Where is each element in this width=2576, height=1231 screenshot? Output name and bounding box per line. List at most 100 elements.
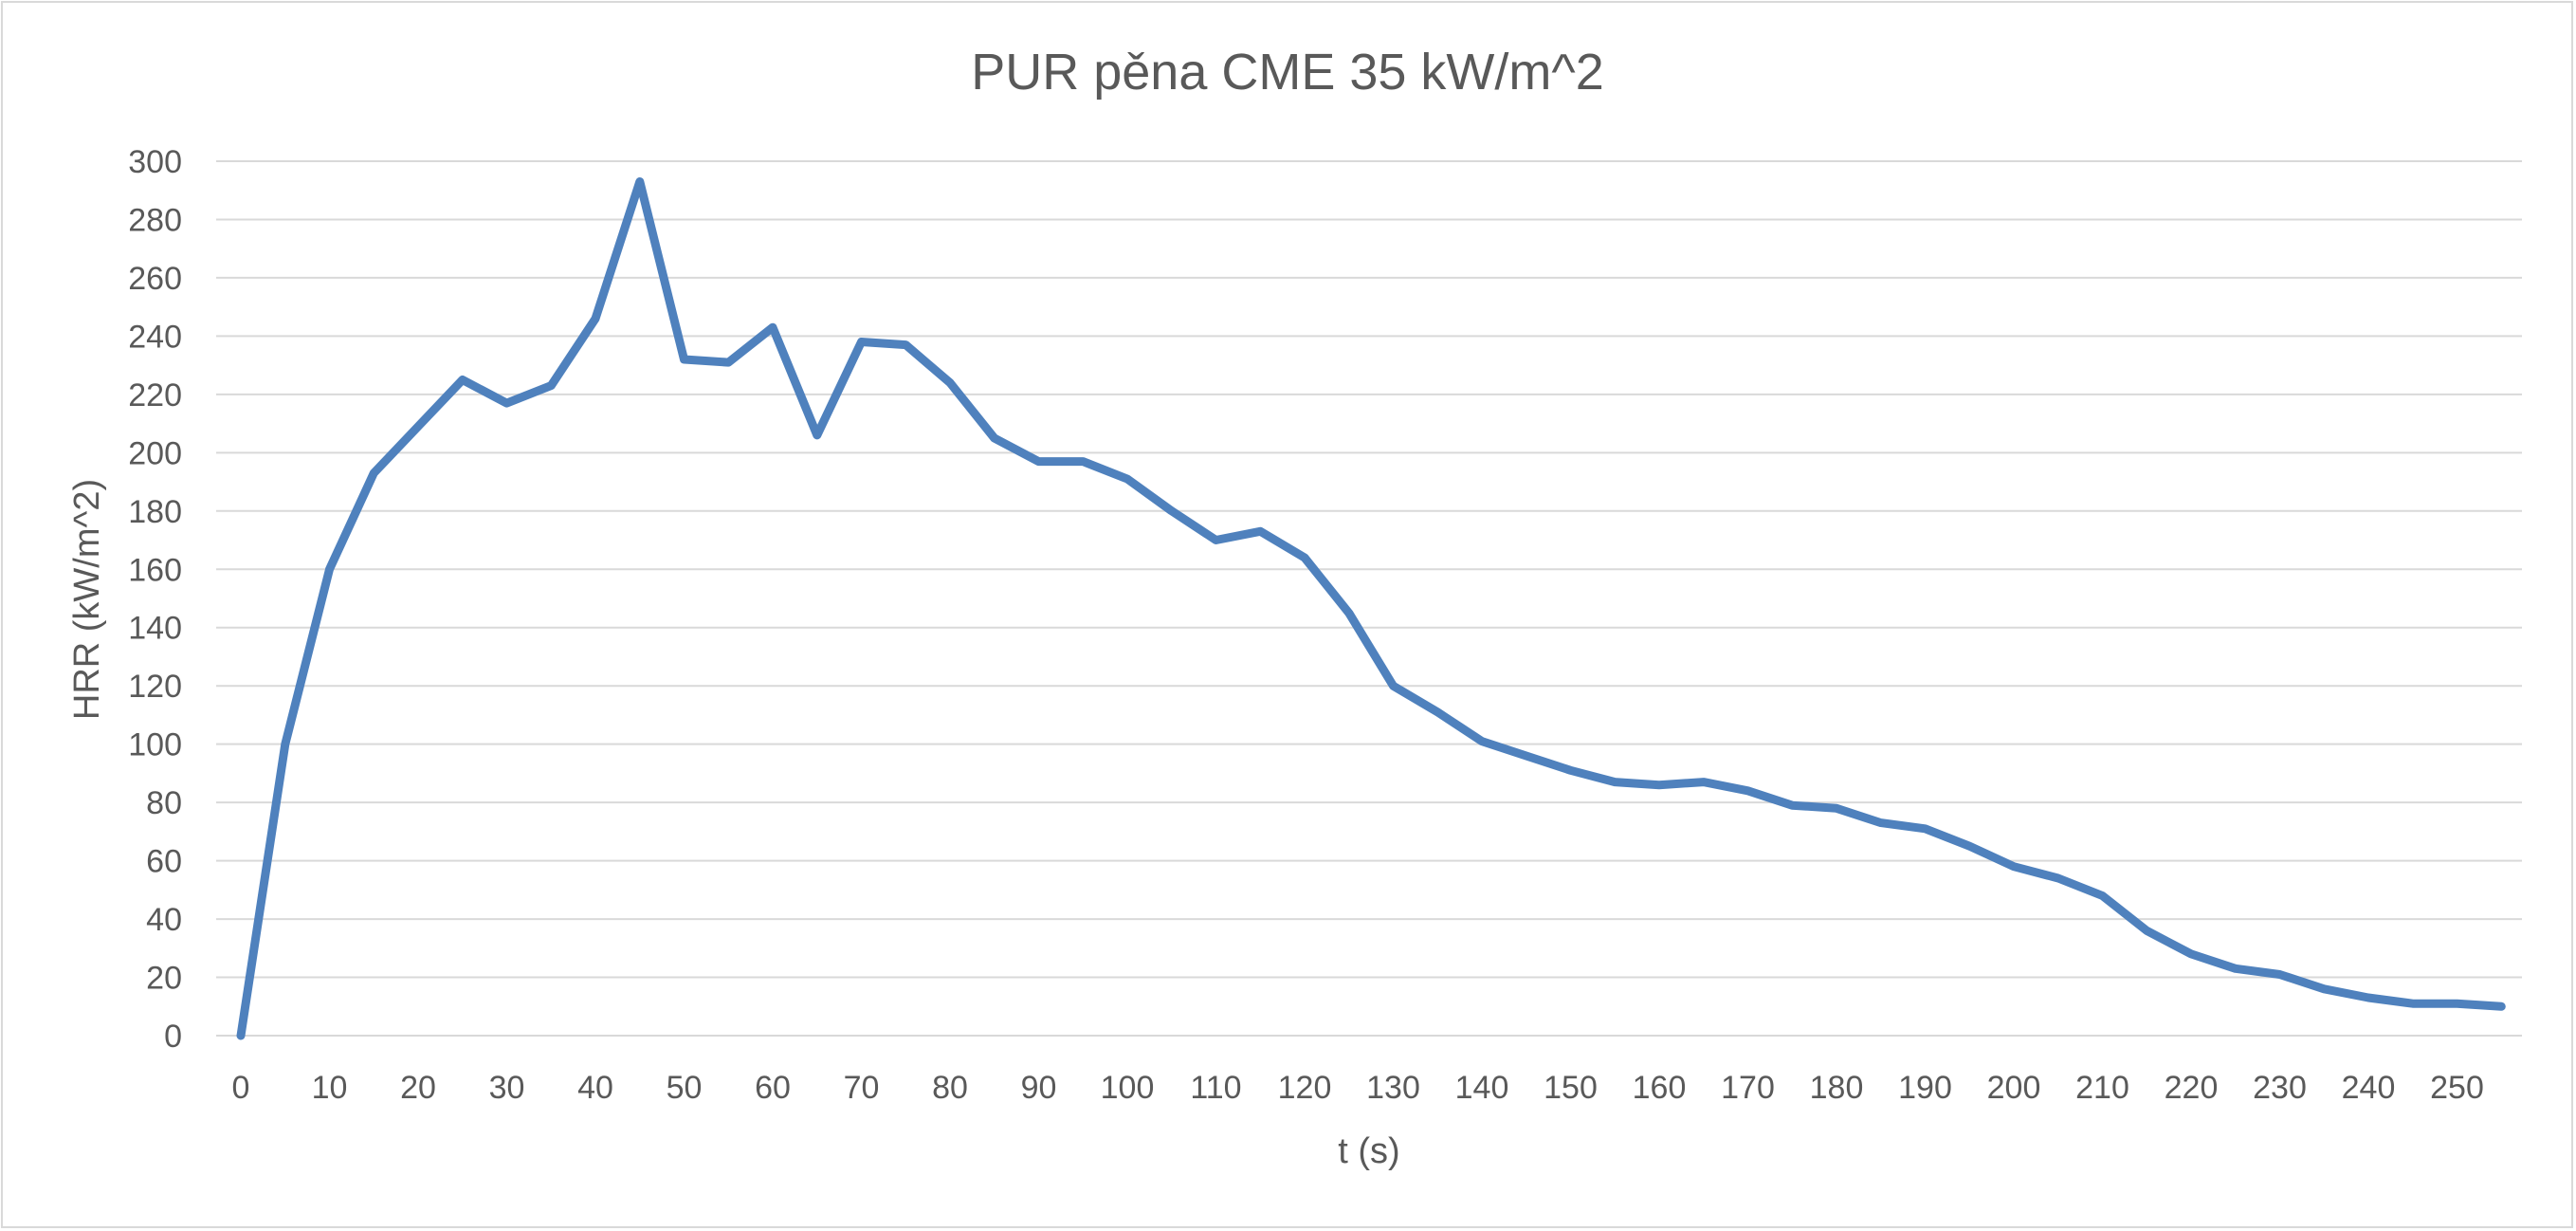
x-tick-label: 230 [2253,1070,2307,1106]
x-tick-label: 130 [1366,1070,1420,1106]
data-point [281,740,289,748]
x-tick-label: 40 [577,1070,613,1106]
y-tick-label: 240 [128,319,182,355]
y-tick-label: 20 [146,961,182,997]
y-axis-ticks: 0 20 40 60 80 100 120 140 160 180 200 220 240 260 280 3… [128,144,182,1055]
data-point [2231,965,2239,973]
y-tick-label: 260 [128,261,182,297]
x-tick-label: 190 [1898,1070,1952,1106]
data-point [1965,842,1974,851]
data-point [1256,527,1265,536]
data-point [325,565,334,574]
data-point [2010,862,2018,871]
data-point [2098,891,2107,900]
x-tick-label: 210 [2075,1070,2129,1106]
data-point [1124,474,1131,483]
y-tick-label: 0 [164,1019,182,1055]
data-point [1833,804,1840,813]
data-point [414,422,422,431]
data-point [592,314,599,322]
x-axis-ticks: 0 10 20 30 40 50 60 70 80 90 100 110 120 130 140 150 160… [232,1070,2484,1106]
data-point [502,399,511,408]
data-point [1212,536,1220,544]
y-tick-label: 120 [128,669,182,705]
data-point [1478,737,1486,745]
data-point [2275,970,2284,979]
y-tick-label: 140 [128,611,182,647]
x-tick-label: 150 [1544,1070,1598,1106]
data-point [680,355,688,363]
y-tick-label: 280 [128,202,182,238]
data-point [724,358,733,367]
data-point [2187,949,2195,958]
y-tick-label: 100 [128,727,182,763]
y-tick-label: 160 [128,552,182,588]
data-point [1434,707,1442,716]
y-tick-label: 60 [146,844,182,880]
data-point [1699,778,1708,786]
x-tick-label: 30 [489,1070,525,1106]
x-tick-label: 80 [932,1070,968,1106]
y-tick-label: 40 [146,902,182,938]
x-tick-label: 100 [1101,1070,1155,1106]
x-tick-label: 220 [2165,1070,2219,1106]
data-point [1788,801,1797,810]
data-point [946,378,954,387]
data-point [1611,778,1619,786]
y-tick-label: 80 [146,785,182,821]
data-point [990,433,998,442]
y-tick-label: 300 [128,144,182,180]
data-point [2497,1002,2506,1011]
data-point [1744,786,1752,795]
x-tick-label: 70 [844,1070,880,1106]
x-tick-label: 160 [1633,1070,1687,1106]
data-point [2365,994,2372,1002]
x-tick-label: 0 [232,1070,250,1106]
data-point [458,376,466,384]
x-tick-label: 60 [755,1070,791,1106]
x-tick-label: 20 [400,1070,436,1106]
data-point [1655,781,1663,789]
gridlines [216,160,2522,979]
x-tick-label: 10 [312,1070,348,1106]
data-point [902,340,910,349]
data-point [1167,506,1176,515]
y-tick-label: 180 [128,494,182,530]
chart-title: PUR pěna CME 35 kW/m^2 [971,44,1604,101]
data-point [1301,553,1308,561]
data-point [1522,751,1530,760]
data-point [813,431,821,439]
x-tick-label: 90 [1021,1070,1057,1106]
data-point [1034,457,1043,466]
x-axis-label: t (s) [1338,1131,1399,1171]
y-axis-label: HRR (kW/m^2) [67,479,107,720]
x-tick-label: 240 [2342,1070,2396,1106]
data-point [2320,984,2329,993]
x-tick-label: 140 [1455,1070,1509,1106]
x-tick-label: 250 [2430,1070,2484,1106]
data-point [2054,874,2062,883]
y-tick-label: 200 [128,435,182,471]
x-tick-label: 110 [1190,1070,1241,1106]
data-point [769,323,776,332]
data-point [1921,824,1929,833]
x-tick-label: 120 [1278,1070,1332,1106]
x-tick-label: 180 [1810,1070,1864,1106]
data-point [547,381,556,390]
x-tick-label: 200 [1987,1070,2041,1106]
data-point [370,469,378,477]
data-point [1389,682,1398,690]
series-line-hrr [236,177,2506,1040]
x-tick-label: 170 [1721,1070,1775,1106]
series-group [236,177,2506,1040]
data-point [1344,609,1353,617]
data-point [237,1032,245,1039]
data-point [2453,1000,2461,1008]
data-point [1079,457,1087,466]
data-point [1566,766,1575,775]
data-point [857,338,866,346]
data-point [2143,927,2151,935]
data-point [1876,818,1885,827]
